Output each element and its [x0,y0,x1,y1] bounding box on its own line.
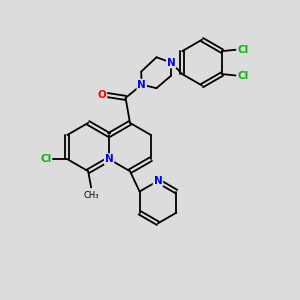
Text: N: N [105,154,113,164]
Text: N: N [137,80,146,90]
Text: Cl: Cl [237,70,248,81]
Text: O: O [98,90,106,100]
Text: N: N [167,58,176,68]
Text: CH₃: CH₃ [83,191,99,200]
Text: Cl: Cl [40,154,51,164]
Text: N: N [154,176,162,186]
Text: Cl: Cl [237,45,248,55]
